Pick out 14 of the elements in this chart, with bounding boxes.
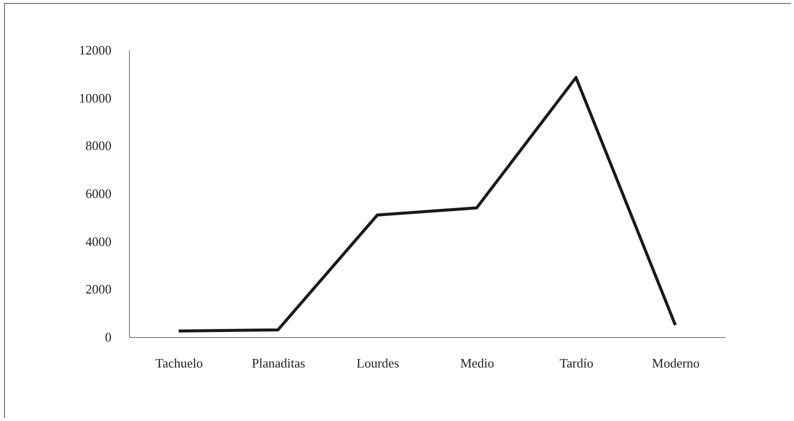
x-tick-label: Planaditas bbox=[252, 356, 306, 370]
y-tick-label: 8000 bbox=[86, 138, 112, 154]
line-series bbox=[177, 76, 677, 333]
y-tick-label: 0 bbox=[105, 330, 112, 344]
x-tick-label: Tachuelo bbox=[155, 356, 203, 370]
x-tick-label: Medio bbox=[460, 356, 494, 370]
y-tick-label: 4000 bbox=[86, 234, 112, 249]
y-tick-label: 12000 bbox=[79, 42, 112, 58]
y-tick-label: 6000 bbox=[86, 186, 112, 201]
x-tick-label: Moderno bbox=[652, 356, 700, 370]
x-tick-label: Tardío bbox=[560, 356, 594, 370]
y-tick-label: 2000 bbox=[86, 282, 112, 297]
x-tick-label: Lourdes bbox=[356, 356, 400, 370]
y-tick-label: 10000 bbox=[79, 90, 112, 106]
